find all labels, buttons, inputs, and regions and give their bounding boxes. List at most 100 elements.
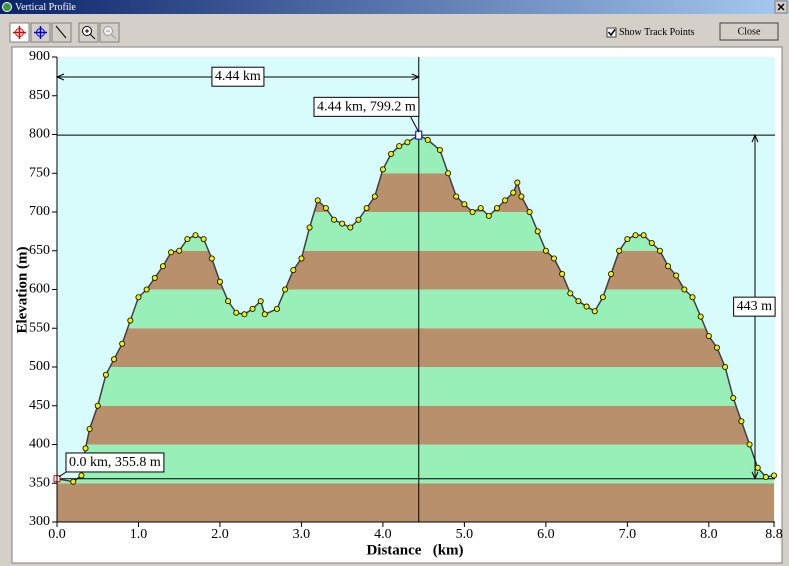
track-point xyxy=(542,247,549,254)
track-point xyxy=(249,305,256,312)
y-axis-label: Elevation (m) xyxy=(14,246,30,333)
x-tick-label: 2.0 xyxy=(211,527,229,542)
track-point xyxy=(640,232,647,239)
x-tick-label: 8.0 xyxy=(700,527,718,542)
track-point xyxy=(656,247,663,254)
track-point xyxy=(445,170,452,177)
track-point xyxy=(151,274,158,281)
track-point xyxy=(665,263,672,270)
y-tick-label: 750 xyxy=(29,165,50,180)
track-point xyxy=(78,472,85,479)
track-point xyxy=(322,205,329,212)
cursor-point xyxy=(415,130,423,140)
track-point xyxy=(551,255,558,262)
icon xyxy=(106,30,117,40)
track-point xyxy=(526,208,533,215)
y-tick-label: 300 xyxy=(29,514,50,529)
x-tick-label: 4.0 xyxy=(374,527,392,542)
track-point xyxy=(86,425,93,432)
track-point xyxy=(363,205,370,212)
elevation-band xyxy=(57,250,774,290)
distance-label: 4.44 km xyxy=(215,69,261,84)
start-label: 0.0 km, 355.8 m xyxy=(69,455,161,470)
track-point xyxy=(339,220,346,227)
track-point xyxy=(273,305,280,312)
x-tick-label: 6.0 xyxy=(537,527,555,542)
track-point xyxy=(371,193,378,200)
y-tick-label: 850 xyxy=(29,88,50,103)
track-point xyxy=(111,356,118,363)
app-icon xyxy=(2,2,12,12)
close-button[interactable] xyxy=(719,22,779,41)
cursor-label: 4.44 km, 799.2 m xyxy=(317,99,416,114)
track-point xyxy=(306,224,313,231)
track-point xyxy=(591,308,598,315)
track-point xyxy=(632,232,639,239)
checkbox[interactable] xyxy=(606,27,617,38)
y-tick-label: 450 xyxy=(29,398,50,413)
track-point xyxy=(257,298,264,305)
track-point xyxy=(379,166,386,173)
track-point xyxy=(461,201,468,208)
track-point xyxy=(599,294,606,301)
track-point xyxy=(697,313,704,320)
x-tick-label: 3.0 xyxy=(293,527,311,542)
x-tick-label: 0.0 xyxy=(48,527,66,542)
y-tick-label: 650 xyxy=(29,243,50,258)
arrowhead xyxy=(55,73,421,81)
track-point xyxy=(94,402,101,409)
elevation-band xyxy=(57,405,774,445)
track-point xyxy=(469,208,476,215)
track-point xyxy=(298,255,305,262)
arrowhead xyxy=(751,133,759,481)
rise-label: 443 m xyxy=(737,299,773,314)
close-button-label[interactable]: Close xyxy=(738,26,761,37)
track-point xyxy=(225,298,232,305)
track-point xyxy=(624,236,631,243)
track-point xyxy=(518,193,525,200)
icon xyxy=(85,29,96,40)
track-point xyxy=(314,197,321,204)
track-point xyxy=(493,205,500,212)
y-tick-label: 900 xyxy=(29,49,50,64)
y-tick-label: 700 xyxy=(29,204,50,219)
track-point xyxy=(754,464,761,471)
track-point xyxy=(567,290,574,297)
track-point xyxy=(241,311,248,318)
track-point xyxy=(159,263,166,270)
track-point xyxy=(119,340,126,347)
track-point xyxy=(331,216,338,223)
x-tick-label: 5.0 xyxy=(456,527,474,542)
track-point xyxy=(608,270,615,277)
track-point xyxy=(510,189,517,196)
track-point xyxy=(404,139,411,146)
track-point xyxy=(388,150,395,157)
checkbox-label[interactable]: Show Track Points xyxy=(619,27,695,38)
track-point xyxy=(738,418,745,425)
title-bar xyxy=(0,0,789,14)
y-tick-label: 600 xyxy=(29,282,50,297)
close-x[interactable] xyxy=(774,0,788,14)
x-axis-label: Distance (km) xyxy=(366,542,463,558)
track-point xyxy=(192,232,199,239)
track-point xyxy=(290,267,297,274)
cursor-label-box xyxy=(313,96,420,117)
track-point xyxy=(135,294,142,301)
y-tick-label: 350 xyxy=(29,475,50,490)
close-glyph xyxy=(777,3,785,11)
track-point xyxy=(282,286,289,293)
track-point xyxy=(355,216,362,223)
y-tick-label: 400 xyxy=(29,437,50,452)
start-label-box xyxy=(65,452,165,473)
elevation-band xyxy=(57,328,774,367)
track-point xyxy=(730,394,737,401)
track-point xyxy=(713,344,720,351)
track-point xyxy=(176,247,183,254)
callout-leader xyxy=(410,116,420,133)
checkmark xyxy=(607,29,616,37)
x-tick-label: 8.8 xyxy=(765,527,783,542)
track-point xyxy=(168,249,175,256)
track-point xyxy=(514,179,521,186)
y-tick-label: 800 xyxy=(29,127,50,142)
